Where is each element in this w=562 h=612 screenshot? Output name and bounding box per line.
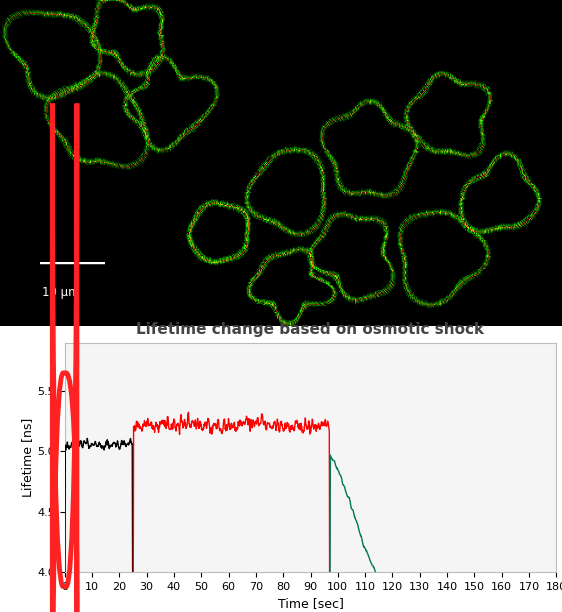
Y-axis label: Lifetime [ns]: Lifetime [ns]	[21, 418, 34, 497]
Text: 10 μm: 10 μm	[42, 286, 80, 299]
X-axis label: Time [sec]: Time [sec]	[278, 597, 343, 611]
Title: Lifetime change based on osmotic shock: Lifetime change based on osmotic shock	[137, 323, 484, 337]
